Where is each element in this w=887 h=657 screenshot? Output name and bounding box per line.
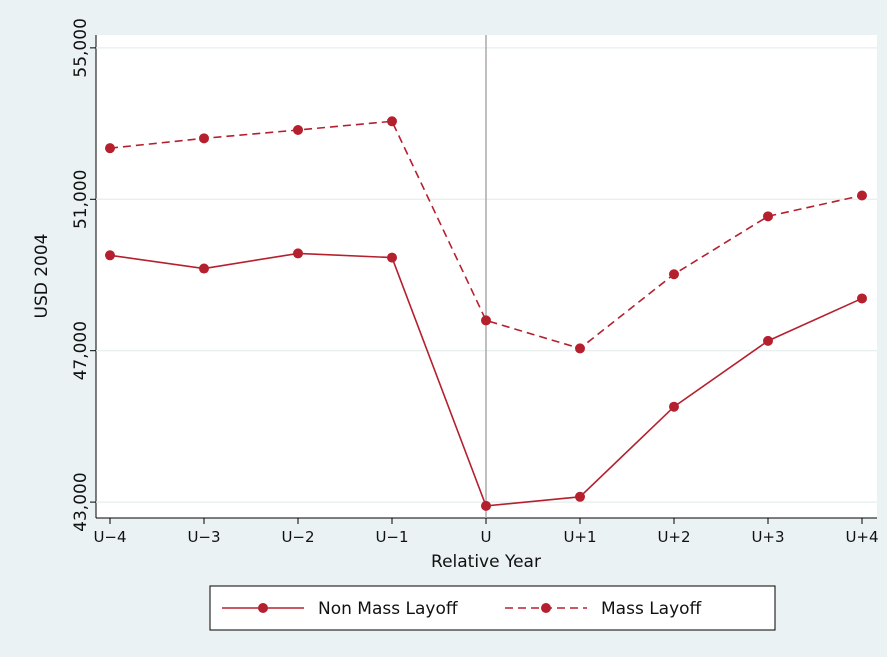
data-point [387, 252, 397, 263]
data-point [763, 335, 773, 346]
data-point [669, 401, 679, 412]
x-tick-label: U [481, 528, 492, 546]
data-point [575, 491, 585, 502]
legend-label: Mass Layoff [601, 599, 703, 619]
data-point [857, 190, 867, 201]
data-point [575, 343, 585, 354]
data-point [105, 143, 115, 154]
x-tick-label: U−1 [375, 528, 408, 546]
x-tick-label: U+2 [657, 528, 690, 546]
data-point [199, 263, 209, 274]
data-point [293, 248, 303, 259]
legend [209, 585, 776, 631]
y-tick-label: 43,000 [71, 472, 91, 531]
x-axis-label: Relative Year [431, 552, 541, 572]
data-point [293, 125, 303, 136]
data-point [669, 269, 679, 280]
data-point [481, 315, 491, 326]
data-point [763, 211, 773, 222]
data-point [857, 293, 867, 304]
data-point [387, 116, 397, 127]
y-axis-label: USD 2004 [32, 234, 52, 319]
x-tick-label: U−2 [281, 528, 314, 546]
y-tick-label: 51,000 [71, 170, 91, 229]
y-tick-label: 55,000 [71, 18, 91, 77]
legend-marker [541, 603, 551, 613]
y-tick-label: 47,000 [71, 321, 91, 380]
legend-marker [258, 603, 268, 613]
x-tick-label: U−3 [187, 528, 220, 546]
series-line [109, 120, 863, 350]
x-tick-label: U+3 [751, 528, 784, 546]
x-tick-label: U+4 [845, 528, 878, 546]
data-point [105, 250, 115, 261]
legend-label: Non Mass Layoff [318, 599, 459, 619]
data-point [199, 133, 209, 144]
x-tick-label: U+1 [563, 528, 596, 546]
x-tick-label: U−4 [93, 528, 126, 546]
data-point [481, 500, 491, 511]
